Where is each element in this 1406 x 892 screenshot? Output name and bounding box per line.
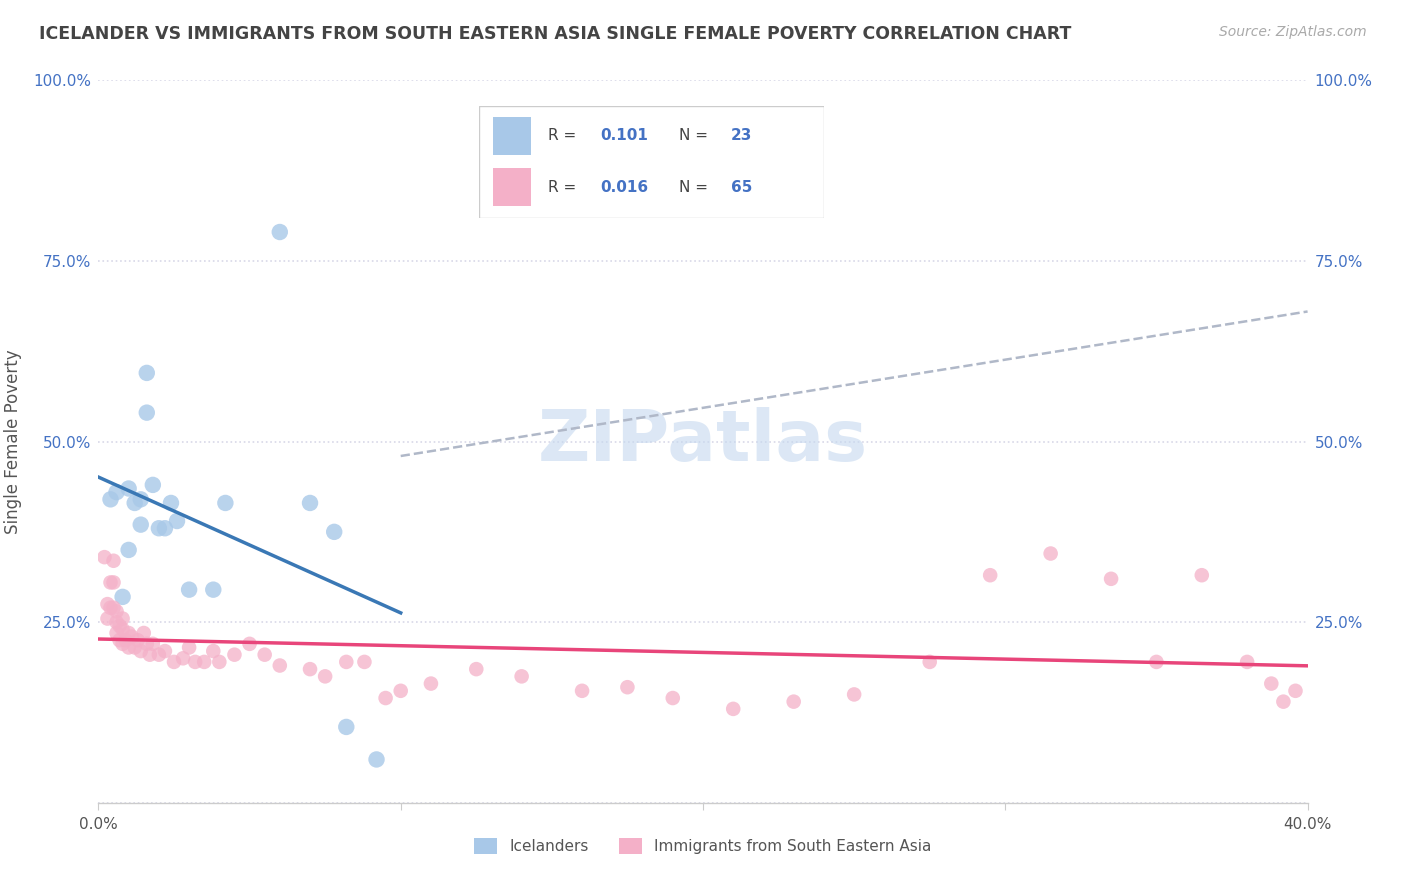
- Point: [96, 597, 118, 611]
- Point: [374, 691, 396, 706]
- Point: [269, 658, 291, 673]
- Point: [111, 590, 134, 604]
- Point: [335, 655, 357, 669]
- Point: [353, 655, 375, 669]
- Point: [1039, 547, 1062, 561]
- Point: [135, 637, 157, 651]
- Point: [111, 611, 134, 625]
- Point: [103, 600, 125, 615]
- Point: [124, 496, 146, 510]
- Point: [100, 600, 122, 615]
- Point: [118, 626, 141, 640]
- Point: [1284, 683, 1306, 698]
- Point: [105, 615, 128, 630]
- Point: [723, 702, 745, 716]
- Point: [124, 640, 146, 655]
- Point: [114, 633, 136, 648]
- Point: [105, 485, 128, 500]
- Point: [148, 521, 170, 535]
- Point: [299, 662, 322, 676]
- Point: [111, 637, 134, 651]
- Point: [661, 691, 683, 706]
- Point: [127, 633, 149, 648]
- Point: [844, 687, 866, 701]
- Point: [420, 676, 443, 690]
- Point: [918, 655, 941, 669]
- Point: [142, 478, 165, 492]
- Point: [153, 644, 176, 658]
- Point: [100, 492, 122, 507]
- Point: [1272, 695, 1295, 709]
- Point: [179, 582, 201, 597]
- Point: [129, 644, 152, 658]
- Point: [1144, 655, 1167, 669]
- Point: [135, 406, 157, 420]
- Point: [253, 648, 276, 662]
- Point: [783, 695, 806, 709]
- Point: [100, 575, 122, 590]
- Point: [193, 655, 215, 669]
- Point: [269, 225, 291, 239]
- Point: [160, 496, 183, 510]
- Point: [1099, 572, 1122, 586]
- Point: [118, 482, 141, 496]
- Text: ICELANDER VS IMMIGRANTS FROM SOUTH EASTERN ASIA SINGLE FEMALE POVERTY CORRELATIO: ICELANDER VS IMMIGRANTS FROM SOUTH EASTE…: [39, 25, 1071, 43]
- Point: [111, 623, 134, 637]
- Point: [166, 514, 188, 528]
- Point: [163, 655, 186, 669]
- Point: [571, 683, 593, 698]
- Point: [139, 648, 162, 662]
- Point: [129, 492, 152, 507]
- Point: [108, 633, 131, 648]
- Point: [132, 626, 155, 640]
- Point: [299, 496, 322, 510]
- Point: [510, 669, 533, 683]
- Point: [93, 550, 115, 565]
- Point: [184, 655, 207, 669]
- Text: Source: ZipAtlas.com: Source: ZipAtlas.com: [1219, 25, 1367, 39]
- Y-axis label: Single Female Poverty: Single Female Poverty: [4, 350, 22, 533]
- Point: [96, 611, 118, 625]
- Point: [465, 662, 488, 676]
- Point: [214, 496, 236, 510]
- Point: [389, 683, 412, 698]
- Point: [118, 542, 141, 557]
- Point: [239, 637, 262, 651]
- Point: [1260, 676, 1282, 690]
- Point: [208, 655, 231, 669]
- Point: [118, 640, 141, 655]
- Point: [121, 630, 143, 644]
- Point: [153, 521, 176, 535]
- Point: [108, 619, 131, 633]
- Point: [129, 517, 152, 532]
- Point: [135, 366, 157, 380]
- Point: [105, 626, 128, 640]
- Point: [1236, 655, 1258, 669]
- Point: [202, 582, 225, 597]
- Point: [314, 669, 336, 683]
- Point: [224, 648, 246, 662]
- Point: [979, 568, 1001, 582]
- Point: [103, 575, 125, 590]
- Point: [323, 524, 346, 539]
- Point: [366, 752, 388, 766]
- Point: [148, 648, 170, 662]
- Legend: Icelanders, Immigrants from South Eastern Asia: Icelanders, Immigrants from South Easter…: [468, 832, 938, 860]
- Point: [179, 640, 201, 655]
- Point: [105, 604, 128, 618]
- Point: [103, 554, 125, 568]
- Point: [172, 651, 194, 665]
- Text: ZIPatlas: ZIPatlas: [538, 407, 868, 476]
- Point: [202, 644, 225, 658]
- Point: [1191, 568, 1213, 582]
- Point: [142, 637, 165, 651]
- Point: [616, 680, 638, 694]
- Point: [335, 720, 357, 734]
